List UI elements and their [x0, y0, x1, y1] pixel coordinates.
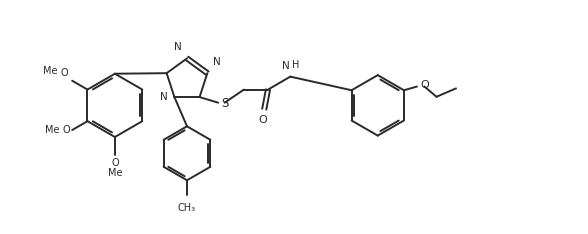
Text: Me: Me — [108, 168, 122, 178]
Text: N: N — [160, 92, 168, 102]
Text: O: O — [61, 68, 68, 78]
Text: S: S — [222, 97, 229, 110]
Text: O: O — [420, 80, 429, 90]
Text: O: O — [111, 158, 119, 168]
Text: N: N — [173, 42, 182, 52]
Text: N: N — [213, 57, 220, 67]
Text: O: O — [62, 125, 70, 135]
Text: O: O — [258, 115, 267, 125]
Text: Me: Me — [43, 66, 57, 76]
Text: CH₃: CH₃ — [178, 203, 196, 213]
Text: Me: Me — [45, 125, 59, 135]
Text: N: N — [282, 61, 289, 71]
Text: H: H — [292, 60, 299, 70]
